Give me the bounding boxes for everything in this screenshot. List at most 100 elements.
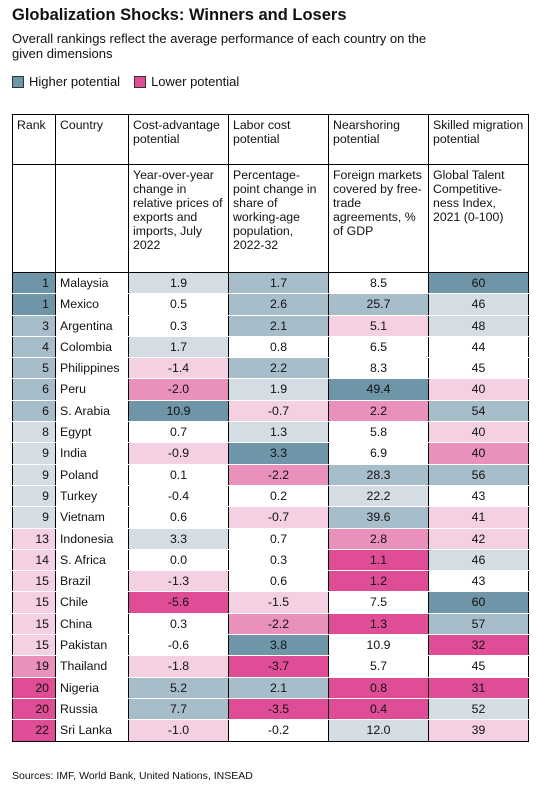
country-cell: Brazil [55, 570, 129, 593]
value-cell: 48 [428, 315, 529, 337]
table: Rank Country Cost-advantage potential Labor… [12, 114, 529, 742]
table-row: 15 Brazil -1.3 0.6 1.2 43 [12, 570, 529, 593]
table-row: 6 S. Arabia 10.9 -0.7 2.2 54 [12, 400, 529, 423]
value-cell: -1.3 [128, 570, 229, 593]
value-cell: 28.3 [328, 464, 429, 486]
value-cell: -1.5 [228, 591, 329, 614]
header-cell: Skilled migration potential [428, 114, 529, 165]
value-cell: 57 [428, 613, 529, 636]
country-cell: Poland [55, 464, 129, 486]
value-cell: 14 [12, 549, 56, 572]
table-row: 4 Colombia 1.7 0.8 6.5 44 [12, 336, 529, 359]
value-cell: 19 [12, 655, 56, 678]
value-cell: -0.7 [228, 400, 329, 423]
value-cell: 39.6 [328, 506, 429, 529]
value-cell: 49.4 [328, 378, 429, 401]
value-cell: 1.7 [228, 272, 329, 295]
value-cell: 44 [428, 336, 529, 359]
table-row: 15 Chile -5.6 -1.5 7.5 60 [12, 591, 529, 614]
value-cell: 0.7 [128, 421, 229, 444]
country-cell: Nigeria [55, 677, 129, 699]
value-cell: 6.9 [328, 442, 429, 465]
value-cell: -3.5 [228, 698, 329, 721]
value-cell: 7.5 [328, 591, 429, 614]
table-row: 9 Vietnam 0.6 -0.7 39.6 41 [12, 506, 529, 529]
value-cell: -0.9 [128, 442, 229, 465]
table-row: 15 China 0.3 -2.2 1.3 57 [12, 613, 529, 636]
table-body: 1 Malaysia 1.9 1.7 8.5 60 1 Mexico 0.5 2.6 25.7 46 3… [12, 272, 529, 742]
country-cell: Argentina [55, 315, 129, 337]
country-cell: Vietnam [55, 506, 129, 529]
value-cell: 2.1 [228, 315, 329, 337]
country-cell: Philippines [55, 357, 129, 380]
value-cell: 43 [428, 570, 529, 593]
header-cell: Rank [12, 114, 56, 165]
header-cell: Foreign markets covered by free-trade ag… [328, 164, 429, 273]
value-cell: 40 [428, 421, 529, 444]
value-cell: 5.2 [128, 677, 229, 699]
value-cell: 15 [12, 634, 56, 657]
value-cell: -2.2 [228, 613, 329, 636]
value-cell: 9 [12, 506, 56, 529]
value-cell: 22.2 [328, 485, 429, 508]
value-cell: 0.0 [128, 549, 229, 572]
value-cell: 4 [12, 336, 56, 359]
table-row: 3 Argentina 0.3 2.1 5.1 48 [12, 315, 529, 337]
header-cell: Country [55, 114, 129, 165]
value-cell: 39 [428, 719, 529, 742]
value-cell: 9 [12, 464, 56, 486]
value-cell: 32 [428, 634, 529, 657]
value-cell: 13 [12, 528, 56, 550]
value-cell: 56 [428, 464, 529, 486]
value-cell: 3.8 [228, 634, 329, 657]
header-cell [12, 164, 56, 273]
value-cell: 0.6 [128, 506, 229, 529]
value-cell: 10.9 [328, 634, 429, 657]
value-cell: 41 [428, 506, 529, 529]
value-cell: 15 [12, 570, 56, 593]
table-row: 6 Peru -2.0 1.9 49.4 40 [12, 378, 529, 401]
header-cell: Year-over-year change in relative prices… [128, 164, 229, 273]
table-row: 9 Poland 0.1 -2.2 28.3 56 [12, 464, 529, 486]
subtitle: Overall rankings reflect the average per… [12, 31, 427, 61]
country-cell: Chile [55, 591, 129, 614]
country-cell: S. Africa [55, 549, 129, 572]
header-row: Rank Country Cost-advantage potential Labor… [12, 114, 529, 165]
table-row: 13 Indonesia 3.3 0.7 2.8 42 [12, 528, 529, 550]
value-cell: 8.3 [328, 357, 429, 380]
value-cell: 52 [428, 698, 529, 721]
title: Globalization Shocks: Winners and Losers [12, 6, 347, 24]
legend: Higher potential Lower potential [12, 74, 239, 89]
value-cell: -2.0 [128, 378, 229, 401]
value-cell: 0.8 [328, 677, 429, 699]
value-cell: 1.3 [328, 613, 429, 636]
header-cell [55, 164, 129, 273]
value-cell: 5.7 [328, 655, 429, 678]
source: Sources: IMF, World Bank, United Nations… [12, 770, 253, 782]
value-cell: 45 [428, 655, 529, 678]
legend-swatch [12, 75, 24, 88]
value-cell: 1.1 [328, 549, 429, 572]
value-cell: 31 [428, 677, 529, 699]
value-cell: 25.7 [328, 293, 429, 316]
value-cell: 60 [428, 272, 529, 295]
value-cell: -0.2 [228, 719, 329, 742]
value-cell: 0.2 [228, 485, 329, 508]
country-cell: Pakistan [55, 634, 129, 657]
value-cell: 5 [12, 357, 56, 380]
value-cell: 0.3 [228, 549, 329, 572]
country-cell: India [55, 442, 129, 465]
country-cell: S. Arabia [55, 400, 129, 423]
header-cell: Percentage-point change in share of work… [228, 164, 329, 273]
header-cell: Cost-advantage potential [128, 114, 229, 165]
country-cell: Russia [55, 698, 129, 721]
value-cell: 10.9 [128, 400, 229, 423]
value-cell: 1.7 [128, 336, 229, 359]
value-cell: 20 [12, 677, 56, 699]
value-cell: -1.8 [128, 655, 229, 678]
value-cell: 2.1 [228, 677, 329, 699]
country-cell: Peru [55, 378, 129, 401]
table-row: 22 Sri Lanka -1.0 -0.2 12.0 39 [12, 719, 529, 742]
value-cell: 8 [12, 421, 56, 444]
